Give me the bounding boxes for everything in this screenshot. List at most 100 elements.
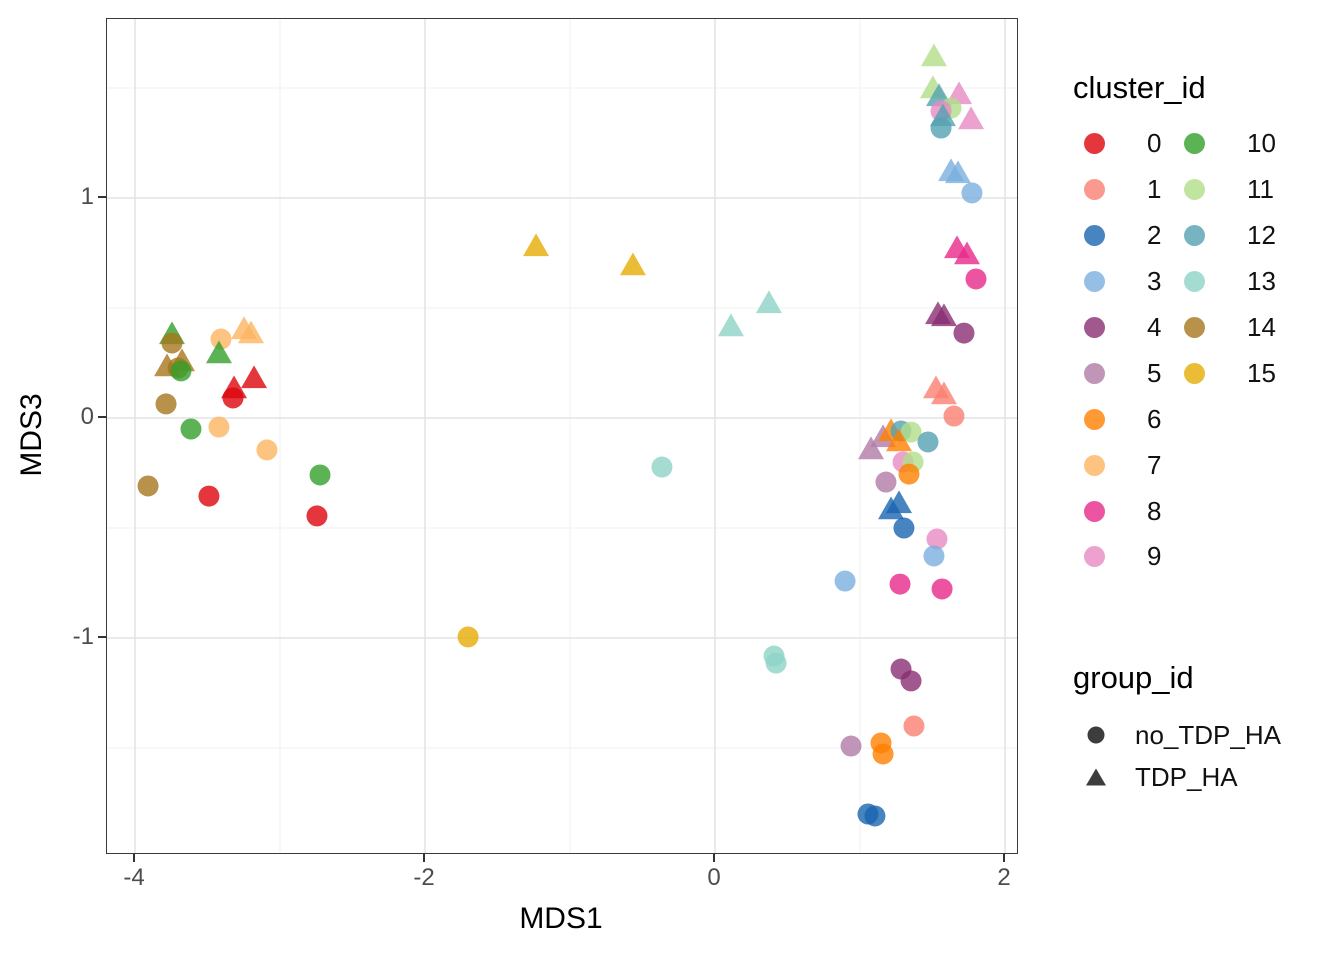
cluster-legend-entry: 15 <box>1184 350 1276 396</box>
x-tick-mark <box>133 853 135 862</box>
y-tick-label: 0 <box>80 403 94 430</box>
cluster-legend-label: 6 <box>1147 403 1162 434</box>
data-point <box>210 328 232 350</box>
x-tick-label: 2 <box>997 864 1011 891</box>
data-point <box>457 626 479 648</box>
cluster-legend-entry: 14 <box>1184 305 1276 351</box>
cluster-legend-entry: 12 <box>1184 213 1276 259</box>
data-point <box>931 578 953 600</box>
circle-shape-icon <box>1085 724 1107 746</box>
cluster-legend-entry: 5 <box>1084 350 1161 396</box>
data-point <box>872 743 894 765</box>
data-point <box>926 528 948 550</box>
cluster-color-swatch <box>1184 225 1205 247</box>
triangle-shape-icon <box>1085 766 1107 788</box>
data-point <box>903 715 925 737</box>
cluster-legend-label: 13 <box>1247 266 1276 297</box>
data-point <box>875 471 897 493</box>
scatter-canvas <box>107 19 1017 853</box>
data-point <box>840 735 862 757</box>
plot-panel <box>106 18 1018 854</box>
cluster-legend-entry: 2 <box>1084 213 1161 259</box>
data-point <box>893 517 915 539</box>
cluster-legend-column-1: 0 1 2 3 4 5 6 7 8 9 <box>1084 121 1161 580</box>
cluster-legend-title: cluster_id <box>1073 70 1206 105</box>
data-point <box>717 313 744 337</box>
cluster-legend-entry: 3 <box>1084 259 1161 305</box>
cluster-color-swatch <box>1184 133 1205 155</box>
y-tick-label: 1 <box>80 183 94 210</box>
data-point <box>953 322 975 344</box>
cluster-legend-label: 0 <box>1147 128 1162 159</box>
cluster-legend-entry: 8 <box>1084 488 1161 534</box>
data-point <box>241 365 268 389</box>
data-point <box>930 117 952 139</box>
data-point <box>834 570 856 592</box>
data-point <box>930 303 957 327</box>
x-tick-label: 0 <box>707 864 721 891</box>
cluster-legend-label: 14 <box>1247 312 1276 342</box>
data-point <box>954 241 981 265</box>
cluster-color-swatch <box>1084 546 1105 568</box>
y-tick-mark <box>98 196 106 198</box>
data-point <box>619 252 646 276</box>
data-point <box>238 320 264 344</box>
cluster-color-swatch <box>1084 179 1105 201</box>
cluster-legend-column-2: 10 11 12 13 14 15 <box>1184 121 1276 396</box>
data-point <box>900 670 922 692</box>
data-point <box>878 496 905 520</box>
cluster-legend-entry: 0 <box>1084 121 1161 167</box>
data-point <box>170 360 192 382</box>
cluster-legend-label: 11 <box>1247 174 1274 205</box>
data-point <box>961 182 983 204</box>
data-point <box>205 340 232 364</box>
x-tick-mark <box>713 853 715 862</box>
cluster-color-swatch <box>1084 500 1105 522</box>
cluster-legend-entry: 13 <box>1184 259 1276 305</box>
data-point <box>256 439 278 461</box>
data-point <box>137 475 159 497</box>
cluster-legend-label: 12 <box>1247 220 1276 251</box>
data-point <box>765 652 787 674</box>
y-axis-title: MDS3 <box>15 393 48 477</box>
cluster-color-swatch <box>1084 454 1105 476</box>
cluster-color-swatch <box>1184 362 1205 384</box>
cluster-legend-label: 10 <box>1247 128 1276 159</box>
cluster-color-swatch <box>1084 133 1105 155</box>
cluster-color-swatch <box>1084 317 1105 338</box>
group-legend-label: no_TDP_HA <box>1135 719 1281 750</box>
data-point <box>920 43 947 67</box>
y-tick-mark <box>98 416 106 418</box>
data-point <box>886 428 913 452</box>
x-tick-label: -2 <box>413 864 435 891</box>
cluster-color-swatch <box>1184 317 1205 338</box>
data-point <box>161 332 183 354</box>
cluster-color-swatch <box>1084 225 1105 247</box>
cluster-legend-label: 4 <box>1147 312 1162 342</box>
data-point <box>208 416 230 438</box>
cluster-legend-entry: 4 <box>1084 305 1161 351</box>
data-point <box>155 393 177 415</box>
data-point <box>965 268 987 290</box>
cluster-legend-entry: 9 <box>1084 534 1161 580</box>
data-point <box>222 387 244 409</box>
cluster-legend-entry: 10 <box>1184 121 1276 167</box>
y-tick-mark <box>98 636 106 638</box>
x-tick-label: -4 <box>123 864 145 891</box>
x-tick-mark <box>1003 853 1005 862</box>
data-point <box>755 290 782 314</box>
cluster-legend-label: 5 <box>1147 357 1162 388</box>
cluster-legend-label: 9 <box>1147 541 1162 572</box>
x-axis-title: MDS1 <box>519 902 603 935</box>
data-point <box>198 485 220 507</box>
cluster-color-swatch <box>1084 408 1105 430</box>
data-point <box>523 233 550 257</box>
data-point <box>864 805 886 827</box>
group-legend-title: group_id <box>1073 660 1194 695</box>
cluster-legend-label: 8 <box>1147 495 1162 526</box>
data-point <box>309 464 331 486</box>
cluster-color-swatch <box>1184 179 1205 201</box>
data-point <box>923 545 945 567</box>
group-legend-label: TDP_HA <box>1135 761 1238 792</box>
